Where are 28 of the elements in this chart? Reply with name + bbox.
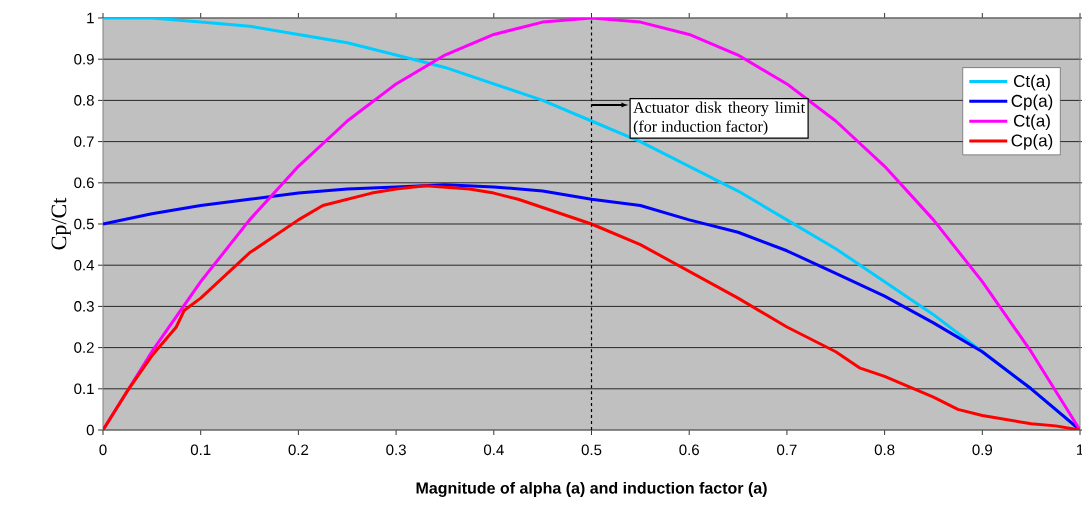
y-tick-label: 0.8 (74, 95, 94, 106)
y-tick-label: 0 (86, 424, 94, 436)
x-tick-label: 0.8 (874, 444, 895, 456)
y-axis-title: Cp/Ct (51, 197, 71, 250)
y-tick-label: 0.5 (74, 218, 94, 230)
y-tick-label: 0.6 (74, 177, 94, 189)
y-tick-label: 0.7 (74, 136, 94, 147)
legend-label: Cp(a) (1011, 94, 1053, 111)
ref-line-label: Actuator disk theory limit (for induction factor) (633, 101, 806, 136)
legend-label: Cp(a) (1011, 134, 1053, 150)
y-tick-label: 0.4 (74, 259, 95, 271)
y-tick-label: 0.1 (74, 383, 94, 395)
x-tick-label: 0.1 (190, 444, 211, 456)
x-tick-label: 0.2 (288, 444, 309, 456)
y-tick-label: 0.9 (74, 53, 94, 65)
x-tick-label: 0 (99, 444, 107, 456)
x-tick-label: 0.9 (972, 444, 993, 456)
legend-label: Ct(a) (1013, 114, 1050, 131)
x-tick-label: 0.7 (777, 444, 797, 456)
y-tick-label: 1 (87, 12, 94, 24)
x-tick-label: 0.5 (581, 444, 602, 456)
y-tick-label: 0.2 (74, 342, 94, 353)
x-tick-label: 0.3 (386, 444, 406, 456)
y-tick-label: 0.3 (74, 301, 94, 312)
x-axis-title: Magnitude of alpha (a) and induction factor (a) (416, 481, 767, 497)
legend-label: Ct(a) (1013, 74, 1050, 91)
x-tick-label: 0.6 (679, 444, 699, 456)
x-tick-label: 0.4 (483, 444, 504, 456)
